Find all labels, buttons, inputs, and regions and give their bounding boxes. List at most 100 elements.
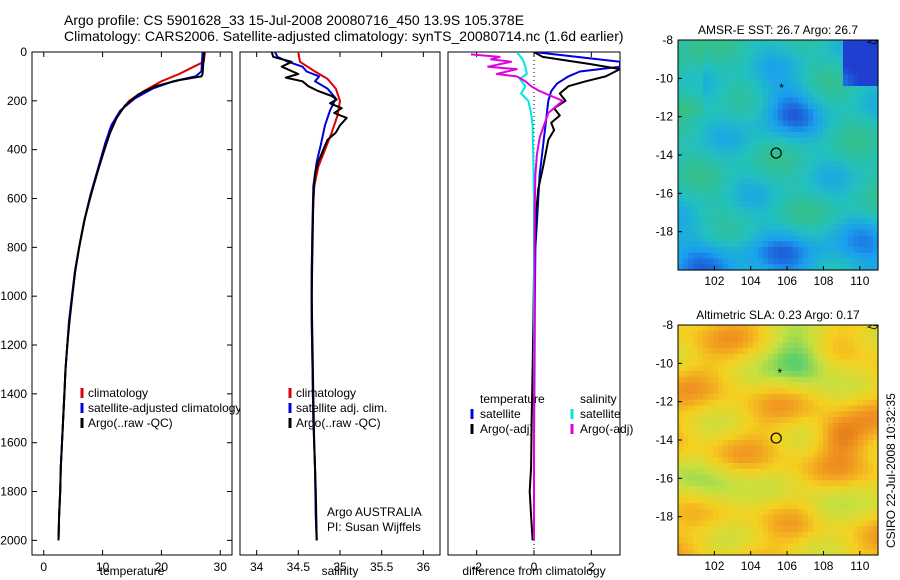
- heatmap-cell: [713, 57, 719, 64]
- heatmap-cell: [848, 491, 854, 499]
- x-tick-label: 0: [531, 560, 538, 574]
- heatmap-cell: [853, 143, 859, 150]
- legend-label: satellite adj. clim.: [296, 401, 387, 415]
- heatmap-cell: [838, 235, 844, 242]
- heatmap-cell: [748, 365, 754, 372]
- heatmap-cell: [738, 241, 744, 248]
- heatmap-cell: [813, 388, 819, 395]
- heatmap-cell: [788, 348, 794, 355]
- heatmap-cell: [678, 480, 684, 487]
- heatmap-cell: [818, 206, 824, 214]
- heatmap-cell: [713, 451, 719, 458]
- heatmap-cell: [748, 241, 754, 248]
- heatmap-cell: [808, 80, 814, 87]
- heatmap-cell: [728, 359, 734, 366]
- heatmap-cell: [688, 258, 694, 265]
- heatmap-cell: [853, 206, 859, 214]
- heatmap-cell: [848, 195, 854, 202]
- heatmap-cell: [778, 405, 784, 412]
- heatmap-cell: [833, 114, 839, 122]
- heatmap-cell: [708, 353, 714, 361]
- heatmap-cell: [723, 74, 729, 81]
- heatmap-cell: [868, 97, 874, 104]
- heatmap-cell: [793, 178, 799, 185]
- heatmap-cell: [853, 114, 859, 122]
- heatmap-cell: [743, 336, 749, 343]
- heatmap-cell: [748, 330, 754, 338]
- heatmap-cell: [768, 474, 774, 481]
- legend-label: climatology: [88, 386, 148, 400]
- heatmap-cell: [848, 114, 854, 122]
- heatmap-cell: [728, 235, 734, 242]
- heatmap-cell: [738, 229, 744, 237]
- heatmap-cell: [763, 247, 769, 254]
- heatmap-cell: [758, 537, 764, 545]
- heatmap-cell: [683, 80, 689, 87]
- heatmap-cell: [748, 543, 754, 550]
- heatmap-cell: [713, 229, 719, 237]
- heatmap-cell: [758, 388, 764, 395]
- heatmap-cell: [723, 543, 729, 550]
- heatmap-cell: [778, 342, 784, 349]
- heatmap-cell: [798, 336, 804, 343]
- heatmap-cell: [853, 212, 859, 219]
- heatmap-cell: [838, 405, 844, 412]
- heatmap-cell: [748, 258, 754, 265]
- heatmap-cell: [738, 359, 744, 366]
- heatmap-cell: [868, 457, 874, 464]
- heatmap-cell: [813, 336, 819, 343]
- heatmap-cell: [738, 155, 744, 162]
- heatmap-cell: [683, 252, 689, 260]
- heatmap-cell: [788, 63, 794, 70]
- heatmap-cell: [688, 342, 694, 349]
- heatmap-cell: [683, 258, 689, 265]
- heatmap-cell: [743, 120, 749, 127]
- heatmap-cell: [703, 434, 709, 441]
- heatmap-cell: [873, 382, 879, 389]
- map-title: Altimetric SLA: 0.23 Argo: 0.17: [696, 308, 860, 322]
- heatmap-cell: [753, 422, 759, 430]
- heatmap-cell: [783, 509, 789, 516]
- heatmap-cell: [843, 114, 849, 122]
- heatmap-cell: [678, 224, 684, 231]
- heatmap-cell: [793, 428, 799, 435]
- heatmap-cell: [848, 353, 854, 361]
- heatmap-cell: [683, 45, 689, 53]
- heatmap-cell: [773, 132, 779, 139]
- heatmap-cell: [723, 353, 729, 361]
- heatmap-cell: [788, 491, 794, 499]
- heatmap-cell: [738, 480, 744, 487]
- heatmap-cell: [833, 445, 839, 453]
- heatmap-cell: [863, 74, 869, 81]
- heatmap-cell: [863, 497, 869, 504]
- map-y-tick-label: -18: [656, 510, 674, 524]
- heatmap-cell: [728, 445, 734, 453]
- heatmap-cell: [823, 434, 829, 441]
- heatmap-cell: [718, 224, 724, 231]
- heatmap-cell: [823, 348, 829, 355]
- heatmap-cell: [728, 91, 734, 99]
- heatmap-cell: [748, 428, 754, 435]
- heatmap-cell: [738, 336, 744, 343]
- heatmap-cell: [788, 212, 794, 219]
- heatmap-cell: [763, 411, 769, 418]
- heatmap-cell: [843, 63, 849, 70]
- heatmap-cell: [753, 189, 759, 196]
- heatmap-cell: [698, 143, 704, 150]
- heatmap-cell: [853, 68, 859, 76]
- heatmap-cell: [778, 457, 784, 464]
- heatmap-cell: [788, 229, 794, 237]
- heatmap-cell: [793, 74, 799, 81]
- heatmap-cell: [808, 491, 814, 499]
- heatmap-cell: [728, 206, 734, 214]
- heatmap-cell: [753, 57, 759, 64]
- heatmap-cell: [688, 247, 694, 254]
- heatmap-cell: [768, 520, 774, 527]
- heatmap-cell: [763, 63, 769, 70]
- heatmap-cell: [848, 520, 854, 527]
- heatmap-cell: [763, 57, 769, 64]
- heatmap-cell: [758, 172, 764, 179]
- heatmap-cell: [723, 178, 729, 185]
- heatmap-cell: [873, 405, 879, 412]
- heatmap-cell: [718, 247, 724, 254]
